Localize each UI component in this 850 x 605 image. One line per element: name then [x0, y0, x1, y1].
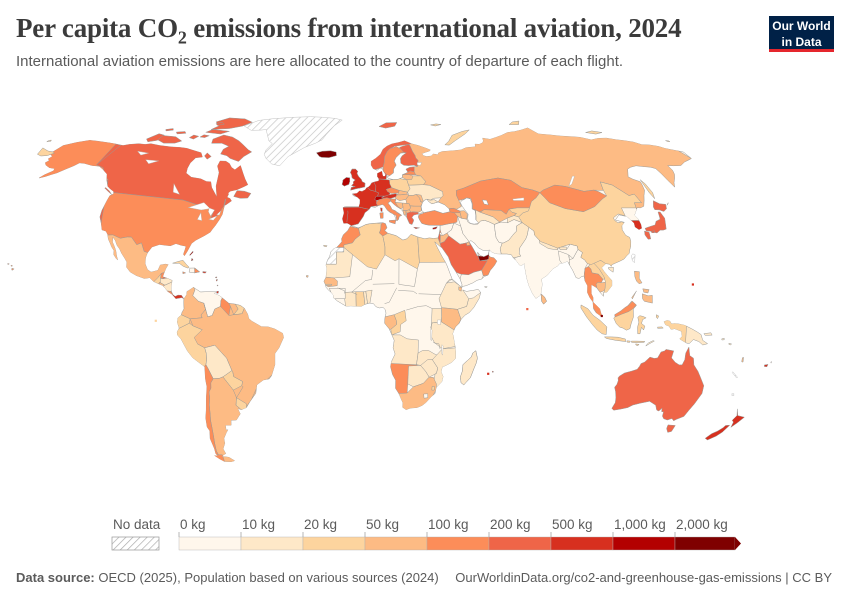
svg-text:50 kg: 50 kg — [366, 517, 399, 532]
svg-text:No data: No data — [113, 517, 161, 532]
svg-text:0 kg: 0 kg — [180, 517, 206, 532]
svg-text:20 kg: 20 kg — [304, 517, 337, 532]
svg-text:200 kg: 200 kg — [490, 517, 531, 532]
svg-text:500 kg: 500 kg — [552, 517, 593, 532]
svg-text:10 kg: 10 kg — [242, 517, 275, 532]
svg-text:1,000 kg: 1,000 kg — [614, 517, 666, 532]
svg-text:100 kg: 100 kg — [428, 517, 469, 532]
svg-text:2,000 kg: 2,000 kg — [676, 517, 728, 532]
